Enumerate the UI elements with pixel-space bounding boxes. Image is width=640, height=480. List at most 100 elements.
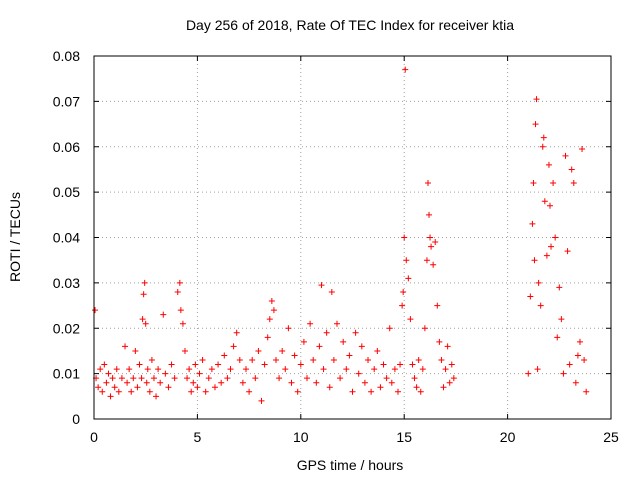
data-point	[426, 211, 433, 218]
data-point	[134, 384, 141, 391]
data-point	[176, 279, 183, 286]
data-point	[380, 361, 387, 368]
data-point	[415, 357, 422, 364]
data-point	[562, 152, 569, 159]
data-point	[285, 325, 292, 332]
data-point	[417, 388, 424, 395]
data-point	[179, 320, 186, 327]
data-point	[540, 134, 547, 141]
data-point	[349, 388, 356, 395]
data-point	[160, 311, 167, 318]
y-tick-label: 0.02	[53, 320, 80, 336]
data-point	[109, 375, 116, 382]
data-points	[92, 66, 590, 404]
data-point	[554, 334, 561, 341]
data-point	[266, 316, 273, 323]
data-point	[224, 375, 231, 382]
data-point	[419, 366, 426, 373]
data-point	[230, 343, 237, 350]
x-tick-label: 0	[90, 429, 98, 445]
data-point	[124, 379, 131, 386]
data-point	[320, 366, 327, 373]
data-point	[323, 329, 330, 336]
data-point	[407, 316, 414, 323]
data-point	[446, 379, 453, 386]
data-point	[115, 388, 122, 395]
data-point	[413, 384, 420, 391]
x-tick-label: 5	[194, 429, 202, 445]
data-point	[546, 202, 553, 209]
data-point	[423, 257, 430, 264]
data-point	[162, 370, 169, 377]
data-point	[186, 366, 193, 373]
data-point	[258, 397, 265, 404]
data-point	[142, 320, 149, 327]
data-point	[534, 366, 541, 373]
data-point	[155, 366, 162, 373]
y-tick-label: 0.06	[53, 139, 80, 155]
data-point	[386, 325, 393, 332]
data-point	[411, 375, 418, 382]
data-point	[337, 375, 344, 382]
data-point	[211, 384, 218, 391]
data-point	[174, 288, 181, 295]
x-tick-label: 20	[500, 429, 516, 445]
data-point	[316, 343, 323, 350]
data-point	[97, 366, 104, 373]
data-point	[400, 288, 407, 295]
data-point	[583, 388, 590, 395]
x-tick-label: 15	[396, 429, 412, 445]
data-point	[282, 366, 289, 373]
data-point	[579, 146, 586, 153]
data-point	[545, 161, 552, 168]
data-point	[403, 257, 410, 264]
data-point	[294, 388, 301, 395]
data-point	[361, 379, 368, 386]
data-point	[343, 366, 350, 373]
data-point	[564, 248, 571, 255]
data-point	[377, 384, 384, 391]
data-point	[333, 320, 340, 327]
data-point	[128, 388, 135, 395]
data-point	[307, 320, 314, 327]
data-point	[450, 375, 457, 382]
data-point	[205, 375, 212, 382]
data-point	[430, 261, 437, 268]
data-point	[236, 357, 243, 364]
data-point	[122, 343, 129, 350]
data-point	[535, 279, 542, 286]
data-point	[401, 234, 408, 241]
data-point	[148, 357, 155, 364]
data-point	[132, 347, 139, 354]
data-point	[570, 180, 577, 187]
data-point	[556, 284, 563, 291]
data-point	[136, 361, 143, 368]
data-point	[157, 379, 164, 386]
data-point	[141, 279, 148, 286]
data-point	[255, 347, 262, 354]
data-point	[352, 329, 359, 336]
data-point	[427, 234, 434, 241]
data-point	[192, 361, 199, 368]
data-point	[576, 338, 583, 345]
data-point	[326, 384, 333, 391]
data-point	[388, 379, 395, 386]
data-point	[165, 384, 172, 391]
data-point	[330, 357, 337, 364]
data-point	[218, 379, 225, 386]
data-point	[246, 388, 253, 395]
data-point	[328, 288, 335, 295]
data-point	[574, 352, 581, 359]
data-point	[143, 379, 150, 386]
data-point	[276, 375, 283, 382]
data-point	[539, 143, 546, 150]
data-point	[270, 307, 277, 314]
data-point	[371, 366, 378, 373]
data-point	[442, 366, 449, 373]
data-point	[548, 243, 555, 250]
data-point	[239, 379, 246, 386]
data-point	[118, 375, 125, 382]
data-point	[581, 357, 588, 364]
data-point	[168, 361, 175, 368]
